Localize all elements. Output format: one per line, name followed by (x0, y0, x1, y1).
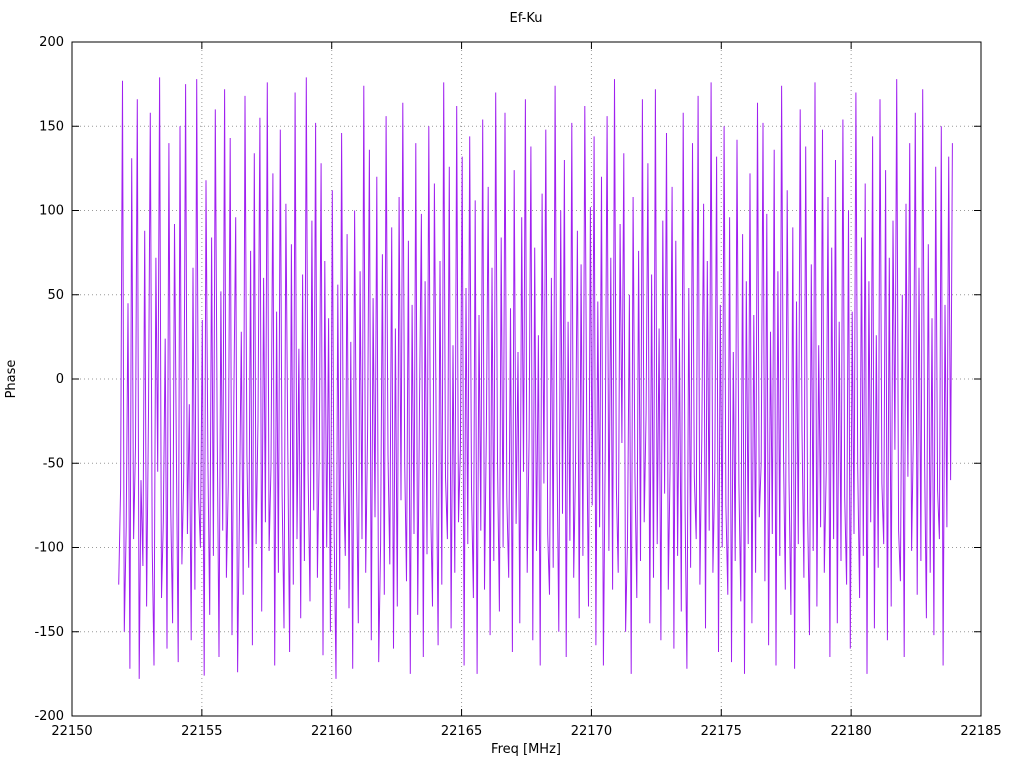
y-tick-label: -150 (34, 625, 64, 640)
y-tick-label: 0 (56, 372, 64, 387)
phase-line (118, 77, 953, 679)
y-tick-label: 200 (39, 35, 64, 50)
y-tick-label: -100 (34, 541, 64, 556)
y-tick-label: 150 (39, 119, 64, 134)
x-axis-label: Freq [MHz] (491, 742, 561, 757)
x-tick-label: 22180 (830, 724, 871, 739)
x-tick-label: 22150 (51, 724, 92, 739)
x-tick-label: 22165 (441, 724, 482, 739)
tick-marks (71, 41, 982, 717)
y-tick-label: -200 (34, 709, 64, 724)
y-tick-label: -50 (43, 456, 64, 471)
tick-labels: 22150 22155 22160 22165 22170 22175 22180 22185… (34, 35, 1001, 739)
x-tick-label: 22155 (181, 724, 222, 739)
x-tick-label: 22175 (701, 724, 742, 739)
chart-title: Ef-Ku (510, 11, 543, 26)
y-tick-label: 100 (39, 204, 64, 219)
y-tick-label: 50 (47, 288, 64, 303)
x-tick-label: 22170 (571, 724, 612, 739)
x-tick-label: 22160 (311, 724, 352, 739)
x-tick-label: 22185 (960, 724, 1001, 739)
y-axis-label: Phase (4, 360, 19, 399)
